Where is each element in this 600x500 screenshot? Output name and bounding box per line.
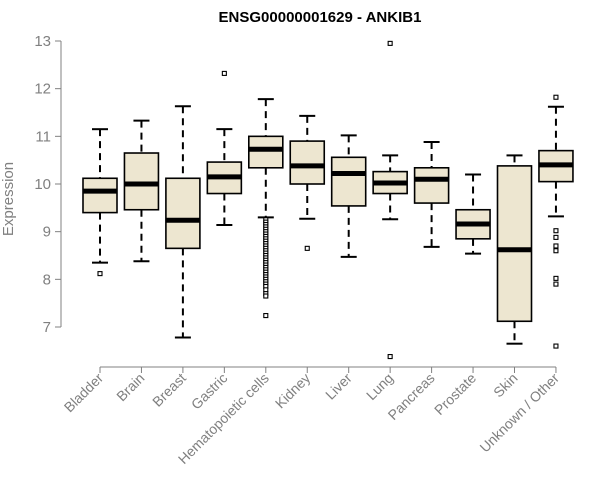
box-kidney [289, 114, 326, 251]
y-tick-label: 11 [35, 128, 51, 145]
box-brain [123, 119, 160, 263]
y-tick-label: 13 [34, 33, 51, 50]
y-tick-label: 12 [34, 81, 51, 98]
x-tick-label: Breast [149, 370, 189, 410]
outlier-point [553, 228, 559, 234]
outlier-point [387, 354, 393, 360]
outlier-point [221, 70, 227, 76]
boxes [82, 40, 574, 360]
x-tick-label: Liver [322, 370, 355, 403]
chart-title: ENSG00000001629 - ANKIB1 [219, 9, 422, 26]
box-body [82, 177, 118, 214]
box-liver [330, 134, 367, 258]
y-tick-label: 7 [43, 319, 51, 336]
outlier-point [553, 234, 559, 240]
x-tick-label: Kidney [272, 370, 314, 412]
box-body [165, 177, 201, 250]
box-unknown-other [538, 94, 574, 349]
box-bladder [82, 128, 118, 277]
x-tick-label: Skin [490, 370, 521, 401]
box-body [248, 135, 284, 169]
outlier-point [387, 40, 393, 46]
outlier-point [553, 94, 559, 100]
box-body [123, 152, 160, 211]
outlier-point [553, 248, 559, 254]
outlier-point [553, 281, 559, 287]
box-lung [372, 40, 408, 360]
box-body [330, 156, 367, 207]
y-tick-label: 10 [34, 176, 51, 193]
box-body [289, 140, 326, 185]
box-gastric [206, 70, 243, 226]
box-body [496, 165, 533, 323]
outlier-point [263, 313, 269, 319]
y-axis-label: Expression [0, 162, 17, 236]
x-tick-label: Prostate [431, 370, 479, 418]
x-tick-label: Lung [363, 370, 396, 403]
box-body [413, 166, 450, 204]
y-tick-label: 9 [43, 224, 51, 241]
box-pancreas [413, 141, 450, 248]
y-tick-label: 8 [43, 271, 51, 288]
box-hematopoietic-cells [248, 98, 284, 319]
outlier-point [97, 271, 103, 277]
x-tick-label: Unknown / Other [476, 370, 562, 456]
outlier-point [553, 343, 559, 349]
box-skin [496, 154, 533, 345]
outlier-point [263, 293, 269, 299]
box-breast [165, 105, 201, 339]
x-tick-label: Bladder [61, 370, 107, 416]
y-axis: 7 8 9 10 11 12 13 [34, 33, 62, 336]
outlier-point [553, 243, 559, 249]
outlier-point [553, 275, 559, 281]
outlier-point [304, 245, 310, 251]
box-prostate [455, 173, 491, 255]
x-tick-label: Brain [113, 370, 147, 404]
